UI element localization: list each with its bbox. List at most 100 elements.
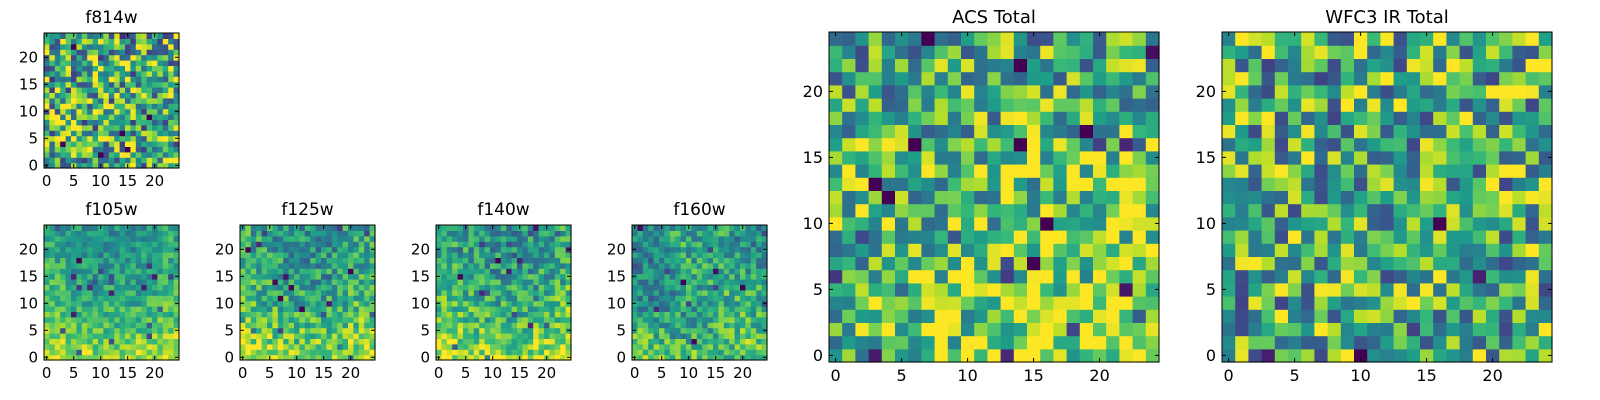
heatmap-cell [157,54,164,61]
heatmap-cell [1354,348,1368,363]
heatmap-cell [76,322,83,329]
heatmap-cell [637,343,644,350]
heatmap-cell [49,268,56,275]
heatmap-cell [141,273,148,280]
heatmap-cell [240,268,246,275]
heatmap-cell [637,273,644,280]
heatmap-cell [1380,58,1395,73]
heatmap-cell [680,327,687,334]
heatmap-cell [669,279,676,285]
heatmap-cell [108,108,115,115]
heatmap-cell [321,306,327,312]
heatmap-cell [353,268,360,275]
heatmap-cell [1119,32,1134,46]
heatmap-cell [1274,269,1289,284]
heatmap-cell [500,273,507,280]
heatmap-cell [648,235,655,242]
heatmap-cell [686,257,692,264]
heatmap-cell [1145,282,1160,297]
heatmap-cell [696,338,703,345]
heatmap-cell [538,327,545,334]
heatmap-cell [65,316,72,323]
heatmap-cell [1040,216,1054,231]
heatmap-cell [125,300,131,307]
heatmap-cell [348,306,354,312]
heatmap-cell [511,316,518,323]
x-tick-label: 10 [91,364,110,382]
heatmap-cell [441,349,448,356]
heatmap-cell [1119,150,1134,165]
heatmap-cell [146,162,153,169]
heatmap-cell [114,327,121,334]
heatmap-cell [168,246,175,253]
heatmap-cell [272,235,279,242]
heatmap-cell [353,284,360,291]
heatmap-cell [1248,216,1263,231]
heatmap-cell [490,300,496,307]
heatmap-cell [364,279,371,285]
heatmap-cell [544,235,550,242]
heatmap-cell [348,273,354,280]
heatmap-cell [842,45,856,59]
heatmap-cell [868,256,883,271]
heatmap-cell [135,135,142,142]
heatmap-cell [549,295,556,302]
heatmap-cell [713,343,719,350]
heatmap-cell [1340,256,1355,271]
heatmap-cell [653,333,660,339]
heatmap-cell [119,295,126,302]
heatmap-cell [103,146,110,153]
heatmap-cell [696,262,703,269]
heatmap-cell [98,316,104,323]
heatmap-cell [1053,256,1068,271]
heatmap-cell [1380,177,1395,191]
heatmap-cell [76,306,83,312]
heatmap-cell [675,268,682,275]
heatmap-cell [283,257,290,264]
heatmap-cell [369,257,376,264]
heatmap-cell [1079,45,1094,59]
heatmap-cell [288,246,295,253]
heatmap-cell [353,241,360,248]
heatmap-cell [272,316,279,323]
heatmap-cell [500,327,507,334]
heatmap-cell [1145,296,1160,310]
heatmap-cell [740,241,746,248]
heatmap-cell [173,225,180,231]
heatmap-cell [1446,45,1461,59]
heatmap-cell [560,257,567,264]
heatmap-cell [304,252,311,258]
heatmap-cell [1119,190,1134,205]
heatmap-cell [446,284,453,291]
heatmap-cell [1079,256,1094,271]
heatmap-cell [1446,335,1461,350]
heatmap-cell [76,333,83,339]
heatmap-cell [256,338,263,345]
heatmap-cell [452,316,459,323]
heatmap-cell [1132,111,1147,125]
heatmap-cell [103,241,110,248]
heatmap-cell [1433,150,1447,165]
heatmap-cell [934,203,949,218]
heatmap-cell [1446,269,1461,284]
heatmap-cell [250,268,257,275]
heatmap-cell [1000,309,1015,323]
heatmap-cell [87,33,94,39]
heatmap-cell [1132,243,1147,257]
heatmap-cell [517,316,523,323]
heatmap-cell [723,333,730,339]
heatmap-cell [713,230,719,237]
heatmap-cell [87,81,94,88]
heatmap-cell [637,230,644,237]
heatmap-cell [1327,309,1342,323]
heatmap-cell [1106,216,1120,231]
heatmap-cell [87,76,94,83]
heatmap-cell [157,114,164,120]
heatmap-cell [1274,71,1289,86]
heatmap-cell [125,279,131,285]
heatmap-cell [829,243,843,257]
heatmap-cell [648,225,655,231]
heatmap-cell [1079,335,1094,350]
heatmap-cell [60,241,67,248]
heatmap-cell [267,311,273,318]
